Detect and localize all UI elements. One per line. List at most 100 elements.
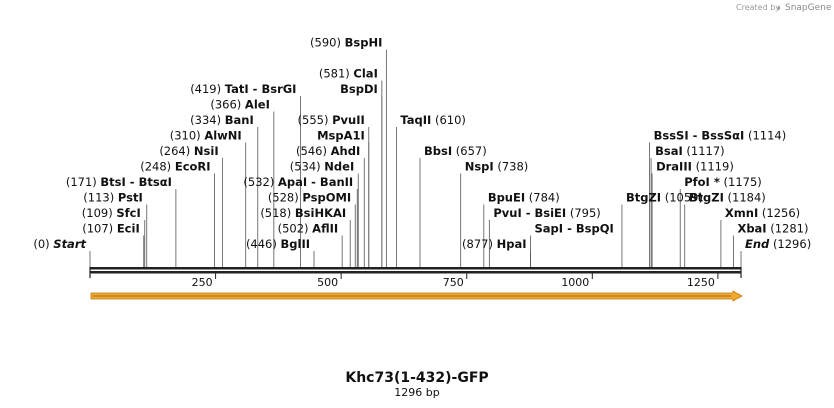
cut-site-label[interactable]: MspA1I: [317, 129, 365, 143]
cut-site-position: (877): [462, 237, 493, 251]
cut-site-position: (532): [243, 175, 274, 189]
enzyme-name: PvuI - BsiEI: [493, 206, 566, 220]
cut-site-position: (534): [290, 160, 321, 174]
cut-site-position: (109): [82, 206, 113, 220]
cut-site-label[interactable]: BbsI (657): [424, 144, 487, 158]
enzyme-name: BtsI - BtsαI: [100, 175, 171, 189]
enzyme-name: PfoI *: [684, 175, 720, 189]
cut-site-position: (366): [210, 98, 241, 112]
enzyme-name: BsiHKAI: [295, 206, 346, 220]
cut-site-label[interactable]: (581) ClaI: [319, 67, 378, 81]
enzyme-name: TaqII: [400, 113, 431, 127]
enzyme-name: NspI: [465, 160, 494, 174]
cut-site-position: (419): [190, 82, 221, 96]
enzyme-name: HpaI: [497, 237, 527, 251]
enzyme-name: AlwNI: [204, 129, 241, 143]
enzyme-name: PvuII: [332, 113, 365, 127]
cut-site-label[interactable]: (590) BspHI: [310, 36, 382, 50]
enzyme-name: NsiI: [194, 144, 219, 158]
cut-site-label[interactable]: TaqII (610): [400, 113, 466, 127]
cut-site-position: (248): [140, 160, 171, 174]
cut-site-lines: [89, 49, 742, 267]
cut-site-label[interactable]: (534) NdeI: [290, 160, 355, 174]
enzyme-name: AleI: [245, 98, 270, 112]
cut-site-position: (113): [83, 191, 114, 205]
enzyme-name: BpuEI: [488, 191, 525, 205]
credit: Created by ⬧ SnapGene: [736, 3, 832, 13]
cut-site-label[interactable]: BtgZI (1059): [626, 191, 703, 205]
cut-site-position: (446): [246, 237, 277, 251]
cut-site-label[interactable]: BssSI - BssSαI (1114): [654, 129, 787, 143]
cut-site-label[interactable]: PfoI * (1175): [684, 175, 762, 189]
cut-site-label[interactable]: (310) AlwNI: [170, 129, 242, 143]
enzyme-name: PspOMI: [302, 191, 351, 205]
credit-brand: SnapGene: [785, 3, 832, 13]
cut-site-label[interactable]: (248) EcoRI: [140, 160, 210, 174]
enzyme-name: NdeI: [324, 160, 354, 174]
cut-site-label[interactable]: (502) AflII: [278, 222, 339, 236]
cut-site-position: (546): [296, 144, 327, 158]
enzyme-name: EciI: [117, 222, 140, 236]
enzyme-name: BanI: [225, 113, 254, 127]
cut-site-label[interactable]: BpuEI (784): [488, 191, 560, 205]
cut-site-label[interactable]: SapI - BspQI: [535, 222, 614, 236]
cut-site-position: (1119): [696, 160, 734, 174]
axis-tick-label: 1000: [561, 276, 589, 289]
cut-site-position: (1281): [770, 222, 808, 236]
cut-site-label[interactable]: (107) EciI: [82, 222, 140, 236]
cut-site-label[interactable]: (446) BglII: [246, 237, 310, 251]
cut-site-position: (1184): [728, 191, 766, 205]
cut-site-label[interactable]: NspI (738): [465, 160, 529, 174]
cut-site-position: (1175): [724, 175, 762, 189]
enzyme-name: BglII: [281, 237, 311, 251]
enzyme-name: DraIII: [656, 160, 692, 174]
enzyme-name: Start: [53, 237, 86, 251]
cut-site-label[interactable]: (419) TatI - BsrGI: [190, 82, 296, 96]
cut-site-position: (581): [319, 67, 350, 81]
cut-site-label[interactable]: (113) PstI: [83, 191, 142, 205]
cut-site-label[interactable]: BspDI: [340, 82, 378, 96]
enzyme-name: BtgZI: [689, 191, 724, 205]
cut-site-position: (1256): [762, 206, 800, 220]
enzyme-name: AhdI: [331, 144, 361, 158]
cut-site-label[interactable]: (366) AleI: [210, 98, 270, 112]
cut-site-label[interactable]: XbaI (1281): [737, 222, 808, 236]
cut-site-label[interactable]: XmnI (1256): [725, 206, 800, 220]
credit-prefix: Created by: [736, 3, 780, 12]
cut-site-label[interactable]: (334) BanI: [190, 113, 254, 127]
cut-site-label[interactable]: BtgZI (1184): [689, 191, 766, 205]
enzyme-name: BspHI: [345, 36, 383, 50]
cut-site-label[interactable]: (0) Start: [33, 237, 86, 251]
cut-site-position: (171): [66, 175, 97, 189]
cut-site-label[interactable]: (171) BtsI - BtsαI: [66, 175, 172, 189]
sequence-length: 1296 bp: [394, 386, 439, 399]
cut-site-label[interactable]: PvuI - BsiEI (795): [493, 206, 600, 220]
cut-site-label[interactable]: (264) NsiI: [159, 144, 218, 158]
cut-site-label[interactable]: (109) SfcI: [82, 206, 141, 220]
cut-site-label[interactable]: BsaI (1117): [655, 144, 725, 158]
axis-tick-label: 250: [192, 276, 213, 289]
feature-orf[interactable]: [90, 290, 743, 302]
enzyme-name: BssSI - BssSαI: [654, 129, 745, 143]
cut-site-label[interactable]: DraIII (1119): [656, 160, 734, 174]
cut-site-label[interactable]: (532) ApaI - BanII: [243, 175, 353, 189]
enzyme-name: XbaI: [737, 222, 766, 236]
enzyme-name: ApaI - BanII: [278, 175, 353, 189]
axis-ticks: 250 500 750 1000 1250: [192, 273, 719, 289]
enzyme-name: SfcI: [116, 206, 140, 220]
cut-site-position: (310): [170, 129, 201, 143]
cut-site-label[interactable]: (528) PspOMI: [268, 191, 351, 205]
enzyme-name: ClaI: [353, 67, 377, 81]
cut-site-position: (1059): [665, 191, 703, 205]
cut-site-label[interactable]: (546) AhdI: [296, 144, 360, 158]
cut-site-label[interactable]: (555) PvuII: [298, 113, 365, 127]
cut-site-label[interactable]: (877) HpaI: [462, 237, 527, 251]
cut-site-position: (502): [278, 222, 309, 236]
enzyme-name: AflII: [312, 222, 338, 236]
snapgene-logo-icon: ⬧: [777, 3, 781, 12]
cut-site-label[interactable]: (518) BsiHKAI: [260, 206, 346, 220]
cut-site-position: (738): [497, 160, 528, 174]
cut-site-label[interactable]: End (1296): [745, 237, 811, 251]
cut-site-position: (107): [82, 222, 113, 236]
